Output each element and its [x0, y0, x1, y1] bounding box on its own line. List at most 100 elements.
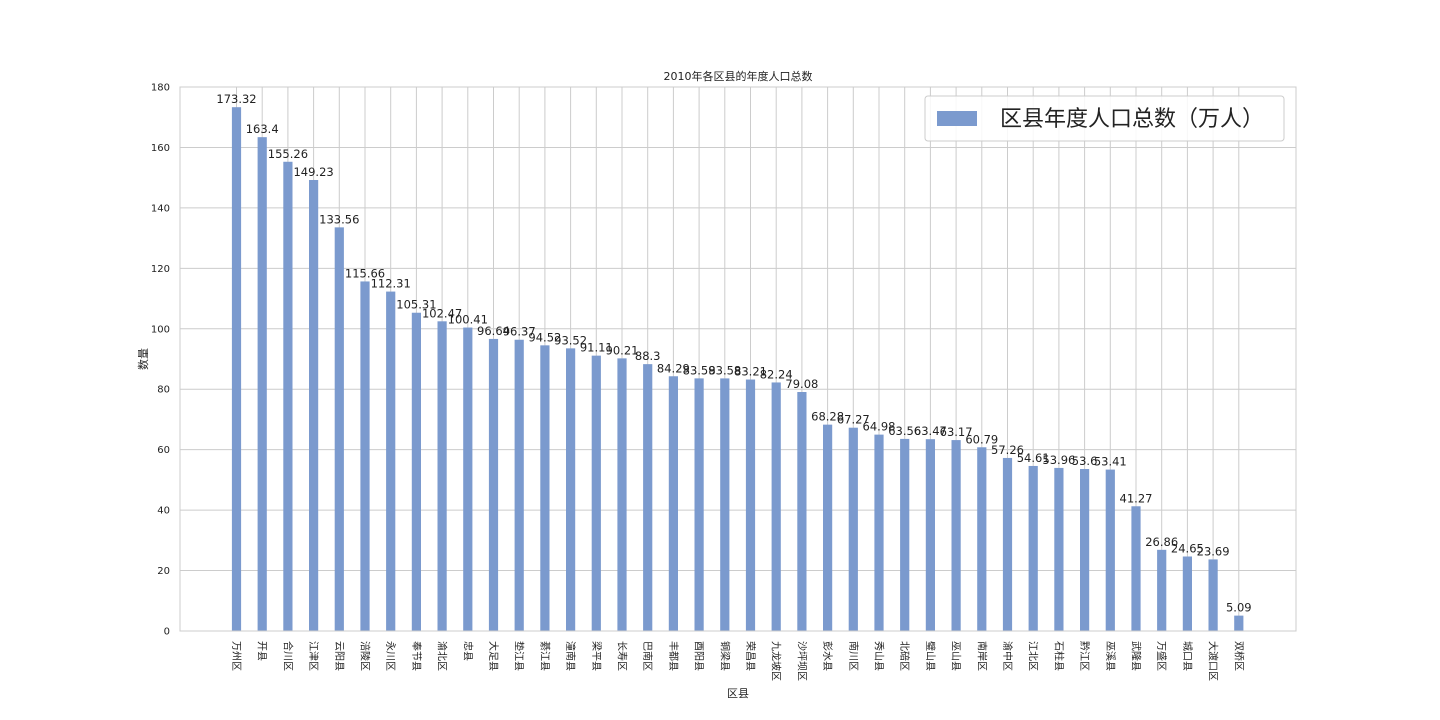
data-label: 163.4: [246, 122, 279, 136]
data-label: 102.47: [422, 306, 462, 320]
x-tick-label: 潼南县: [564, 641, 577, 671]
x-tick-label: 江津区: [307, 641, 319, 671]
y-tick-label: 160: [151, 143, 170, 154]
data-label: 53.6: [1072, 454, 1098, 468]
bar: [283, 161, 293, 631]
data-label: 83.58: [708, 363, 741, 377]
data-label: 173.32: [216, 92, 256, 106]
bar: [591, 355, 601, 631]
bar: [643, 364, 653, 631]
bars: [231, 107, 1244, 632]
data-label: 94.52: [528, 330, 561, 344]
data-label: 115.66: [345, 266, 385, 280]
x-tick-label: 武隆县: [1130, 641, 1143, 671]
legend-swatch: [937, 111, 977, 126]
x-tick-label: 垫江县: [513, 641, 526, 671]
x-tick-label: 长寿区: [616, 641, 629, 671]
x-tick-label: 巴南区: [641, 641, 654, 671]
x-tick-label: 秀山县: [873, 641, 885, 671]
y-tick-labels: 0 20 40 60 80 100 120 140 160 180: [151, 83, 170, 638]
data-label: 63.56: [888, 424, 921, 438]
data-label: 5.09: [1226, 601, 1252, 615]
data-label: 68.28: [811, 410, 844, 424]
x-tick-label: 渝北区: [436, 641, 449, 671]
x-tick-label: 彭水县: [821, 641, 834, 671]
bar: [309, 179, 319, 631]
x-tick-label: 双桥区: [1232, 641, 1244, 671]
data-label: 96.64: [477, 324, 510, 338]
chart-title: 2010年各区县的年度人口总数: [664, 69, 813, 83]
bar: [720, 378, 730, 631]
bar: [1234, 615, 1244, 631]
y-tick-label: 120: [151, 264, 170, 275]
x-tick-label: 渝中区: [1001, 641, 1014, 671]
bar: [900, 438, 910, 631]
plot-frame: [179, 86, 1297, 632]
data-label: 24.65: [1171, 542, 1204, 556]
bar: [566, 348, 576, 631]
bar: [411, 312, 421, 631]
x-tick-label: 石柱县: [1052, 641, 1065, 671]
data-labels: 173.32 163.4 155.26 149.23 133.56 115.66112.3…: [216, 92, 1251, 614]
legend: 区县年度人口总数（万人）: [924, 95, 1285, 142]
data-label: 57.26: [991, 443, 1024, 457]
data-label: 60.79: [965, 432, 998, 446]
data-label: 83.59: [683, 363, 716, 377]
x-tick-label: 涪陵区: [359, 641, 372, 671]
bar: [848, 427, 858, 631]
bar: [668, 376, 678, 631]
bar: [771, 382, 781, 631]
bar: [797, 392, 807, 631]
bar: [977, 447, 987, 631]
bar: [488, 338, 499, 631]
data-label: 149.23: [293, 165, 333, 179]
y-tick-label: 60: [157, 445, 170, 456]
x-tick-label: 万盛区: [1155, 641, 1168, 671]
x-tick-labels: 万州区 开县 合川区 江津区 云阳县 涪陵区 永川区 奉节县 渝北区 忠县 大足县 垫江县 綦江县 潼南县…: [230, 641, 1244, 681]
bar: [231, 107, 242, 631]
data-label: 96.37: [503, 325, 536, 339]
data-label: 88.3: [635, 349, 661, 363]
y-tick-label: 40: [157, 506, 170, 517]
x-tick-label: 九龙坡区: [770, 641, 783, 681]
x-axis-label: 区县: [727, 687, 749, 700]
bar: [1157, 549, 1167, 631]
data-label: 79.08: [785, 377, 818, 391]
x-tick-label: 永川区: [384, 641, 397, 671]
data-label: 90.21: [606, 343, 639, 357]
data-label: 155.26: [268, 147, 308, 161]
bar: [437, 321, 447, 631]
data-label: 23.69: [1197, 544, 1230, 558]
data-label: 41.27: [1120, 491, 1153, 505]
data-label: 82.24: [760, 367, 793, 381]
data-label: 100.41: [448, 313, 488, 327]
x-tick-label: 南川区: [847, 641, 860, 671]
y-tick-label: 0: [164, 627, 170, 638]
data-label: 53.96: [1042, 453, 1075, 467]
bar: [514, 339, 524, 631]
data-label: 112.31: [371, 277, 411, 291]
data-label: 93.52: [554, 333, 587, 347]
x-tick-label: 綦江县: [538, 641, 551, 671]
bar: [360, 281, 370, 631]
data-label: 84.29: [657, 361, 690, 375]
bar: [386, 291, 396, 631]
legend-box: [924, 95, 1285, 142]
x-tick-label: 大渡口区: [1207, 641, 1220, 681]
bar: [1182, 556, 1192, 631]
bar: [1208, 559, 1218, 631]
x-tick-label: 酉阳县: [693, 641, 705, 671]
data-label: 91.11: [580, 341, 613, 355]
bar: [617, 358, 627, 631]
x-tick-label: 沙坪坝区: [795, 641, 808, 681]
bar: [1080, 469, 1090, 631]
data-label: 26.86: [1145, 535, 1178, 549]
bar: [257, 137, 267, 631]
bar: [823, 424, 833, 631]
x-tick-label: 云阳县: [333, 641, 345, 671]
x-tick-label: 铜梁县: [718, 641, 731, 671]
legend-entry: 区县年度人口总数（万人）: [1000, 107, 1264, 132]
data-label: 54.61: [1017, 451, 1050, 465]
bar: [1105, 469, 1115, 631]
